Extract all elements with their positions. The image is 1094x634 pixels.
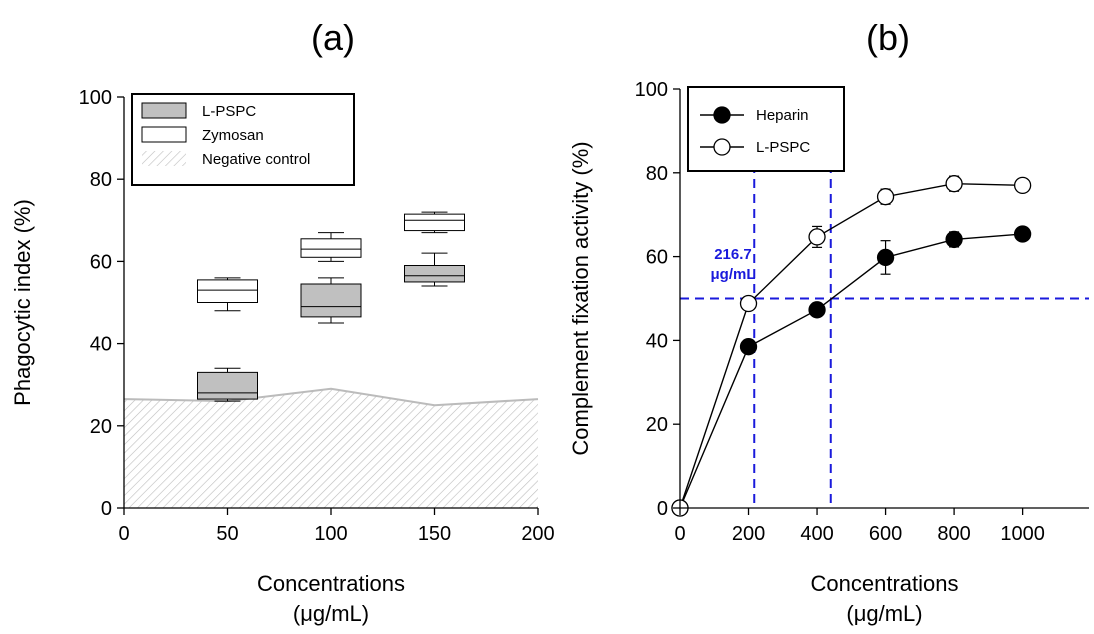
panel-a-y-tick-label: 80 (90, 169, 112, 191)
panel-a-legend: L-PSPC Zymosan Negative control (131, 93, 355, 186)
l-pspc-point (945, 175, 963, 193)
panel-a-y-axis-title: Phagocytic index (%) (10, 199, 35, 406)
panel-a-x-tick-label: 150 (418, 523, 451, 545)
panel-a-x-tick-label: 50 (216, 523, 238, 545)
l-pspc-point (876, 188, 895, 206)
legend-label: Zymosan (202, 127, 264, 144)
box-body (404, 213, 465, 232)
l-pspc-point (808, 228, 826, 246)
panel-b-y-axis-title: Complement fixation activity (%) (568, 141, 593, 455)
legend-label: Heparin (756, 107, 809, 124)
panel-a-x-tick-label: 200 (521, 523, 554, 545)
zymosan-box (300, 232, 362, 262)
legend-label: L-PSPC (202, 103, 256, 120)
panel-b-y-tick-label: 20 (646, 414, 668, 436)
panel-b-y-tick-label: 60 (646, 247, 668, 269)
panel-b-x-axis-title: Concentrations (811, 571, 959, 596)
panel-b-x-tick-label: 600 (869, 523, 902, 545)
zymosan-box (404, 211, 465, 234)
l-pspc-box (197, 367, 258, 402)
panel-a-y-tick-label: 20 (90, 416, 112, 438)
panel-b-x-tick-label: 0 (674, 523, 685, 545)
negative-control-line (123, 387, 539, 407)
heparin-point (876, 248, 895, 267)
heparin-line (679, 233, 1023, 509)
annotation-value: 216.7 (714, 246, 752, 263)
heparin-point (808, 301, 826, 319)
legend-marker (713, 138, 731, 156)
panel-a-x-axis-unit: (μg/mL) (293, 601, 369, 626)
panel-b-y-tick-label: 0 (657, 498, 668, 520)
panel-a-y-tick-label: 40 (90, 334, 112, 356)
panel-b-x-tick-label: 200 (732, 523, 765, 545)
legend-swatch (141, 126, 187, 143)
legend-label: L-PSPC (756, 139, 810, 156)
l-pspc-box (300, 277, 362, 324)
panel-a-label: (a) (311, 17, 355, 58)
panel-a-x-axis-title: Concentrations (257, 571, 405, 596)
panel-a-x-tick-label: 0 (118, 523, 129, 545)
panel-b-legend: Heparin L-PSPC (687, 86, 845, 172)
heparin-point (739, 338, 758, 356)
legend-label: Negative control (202, 151, 310, 168)
panel-a-chart: 0 20 40 60 80 100 0 50 100 150 200 Concentrations (μ… (10, 87, 555, 626)
panel-b-x-tick-label: 400 (800, 523, 833, 545)
panel-b-x-axis-unit: (μg/mL) (846, 601, 922, 626)
heparin-point (945, 230, 963, 249)
panel-b-y-tick-label: 40 (646, 330, 668, 352)
l-pspc-line (679, 182, 1023, 509)
l-pspc-point (739, 294, 758, 313)
zymosan-box (197, 277, 258, 312)
panel-a-y-tick-label: 100 (79, 87, 112, 109)
l-pspc-box (404, 252, 465, 287)
legend-marker (713, 106, 731, 124)
box-body (300, 283, 362, 318)
l-pspc-series (671, 175, 1032, 517)
panel-b-label: (b) (866, 17, 910, 58)
panel-b-x-tick-label: 800 (937, 523, 970, 545)
panel-a-y-tick-label: 0 (101, 498, 112, 520)
panel-a-y-tick-label: 60 (90, 251, 112, 273)
box-body (197, 279, 258, 303)
negative-control-area (124, 388, 538, 508)
panel-b-x-tick-label: 1000 (1000, 523, 1045, 545)
box-body (197, 371, 258, 400)
l-pspc-point (1013, 176, 1032, 195)
panel-b-y-tick-label: 100 (635, 79, 668, 101)
legend-swatch (141, 102, 187, 119)
legend-frame (687, 86, 845, 172)
box-body (404, 265, 465, 283)
panel-a-x-tick-label: 100 (314, 523, 347, 545)
legend-swatch (142, 151, 186, 166)
heparin-point (1013, 225, 1032, 243)
box-body (300, 238, 362, 258)
annotation-unit: μg/mL (710, 266, 755, 283)
panel-b-y-tick-label: 80 (646, 163, 668, 185)
